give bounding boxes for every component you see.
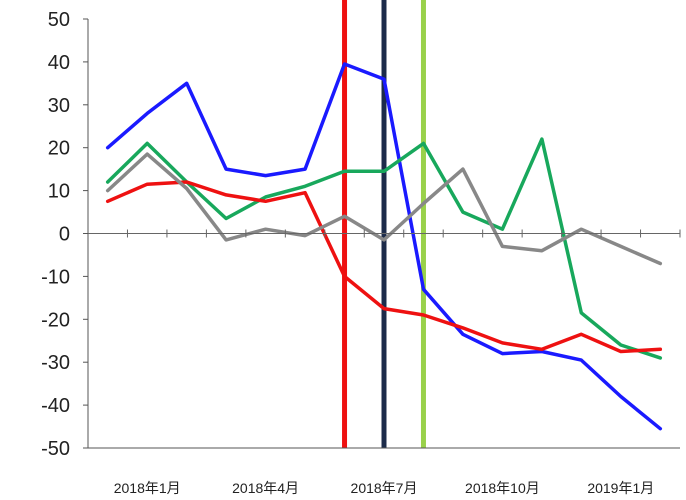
axes [83,18,681,449]
series-line-3 [105,180,663,354]
series-line-4 [105,152,663,266]
y-tick-labels: 50 40 30 20 10 0 -10 -20 -30 -40 -50 [41,9,70,460]
x-tick-label: 2018年10月 [465,480,540,496]
series-line-2 [105,137,663,360]
y-tick-label: 30 [48,95,70,117]
x-tick-label: 2018年1月 [114,480,181,496]
x-tick-label: 2019年1月 [587,480,654,496]
y-tick-label: -30 [41,352,70,374]
x-tick-label: 2018年4月 [232,480,299,496]
y-tick-label: -50 [41,438,70,460]
y-tick-label: -10 [41,266,70,288]
y-tick-label: 0 [59,224,70,246]
y-tick-label: -40 [41,395,70,417]
y-tick-label: 50 [48,9,70,31]
y-tick-label: 20 [48,138,70,160]
series-line-1 [105,62,663,431]
y-tick-label: -20 [41,309,70,331]
vertical-markers [342,0,426,448]
series-lines [105,62,663,431]
x-tick-labels: 2018年1月 2018年4月 2018年7月 2018年10月 2019年1月 [114,480,655,496]
x-tick-label: 2018年7月 [351,480,418,496]
y-tick-label: 10 [48,181,70,203]
y-tick-label: 40 [48,52,70,74]
